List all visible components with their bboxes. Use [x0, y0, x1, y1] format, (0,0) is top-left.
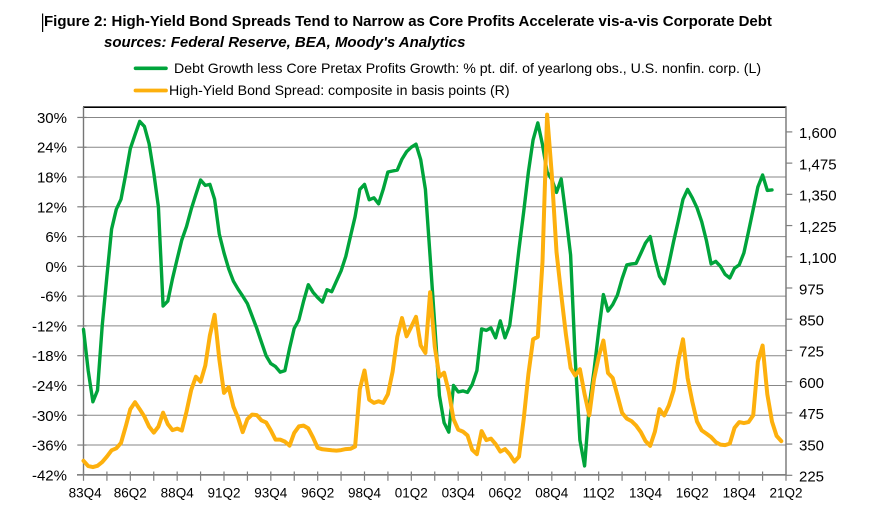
svg-text:1,100: 1,100 [799, 250, 837, 267]
svg-text:0%: 0% [45, 259, 67, 276]
svg-text:Debt Growth less Core Pretax P: Debt Growth less Core Pretax Profits Gro… [174, 60, 761, 76]
svg-text:06Q2: 06Q2 [488, 486, 521, 501]
svg-text:01Q2: 01Q2 [395, 486, 428, 501]
svg-text:1,350: 1,350 [799, 188, 837, 205]
svg-text:30%: 30% [37, 110, 67, 127]
svg-text:13Q4: 13Q4 [629, 486, 663, 501]
svg-text:18Q4: 18Q4 [723, 486, 757, 501]
svg-text:225: 225 [799, 469, 824, 486]
svg-text:725: 725 [799, 344, 824, 361]
svg-text:91Q2: 91Q2 [207, 486, 240, 501]
svg-text:21Q2: 21Q2 [769, 486, 802, 501]
svg-text:-18%: -18% [32, 348, 67, 365]
svg-text:12%: 12% [37, 199, 67, 216]
svg-text:1,600: 1,600 [799, 125, 837, 142]
svg-text:88Q4: 88Q4 [161, 486, 195, 501]
svg-text:6%: 6% [45, 229, 67, 246]
svg-text:93Q4: 93Q4 [254, 486, 288, 501]
svg-text:-36%: -36% [32, 438, 67, 455]
svg-text:96Q2: 96Q2 [301, 486, 334, 501]
svg-text:850: 850 [799, 313, 824, 330]
svg-text:83Q4: 83Q4 [69, 486, 103, 501]
svg-text:-12%: -12% [32, 318, 67, 335]
svg-text:1,475: 1,475 [799, 156, 837, 173]
svg-text:11Q2: 11Q2 [583, 486, 615, 501]
svg-text:-6%: -6% [40, 289, 67, 306]
svg-text:24%: 24% [37, 140, 67, 157]
svg-text:600: 600 [799, 375, 824, 392]
svg-text:1,225: 1,225 [799, 219, 837, 236]
svg-text:475: 475 [799, 406, 824, 423]
svg-text:High-Yield Bond Spread: compos: High-Yield Bond Spread: composite in bas… [169, 82, 510, 98]
svg-text:-24%: -24% [32, 378, 67, 395]
svg-text:86Q2: 86Q2 [114, 486, 147, 501]
svg-text:sources: Federal Reserve, BEA,: sources: Federal Reserve, BEA, Moody's A… [104, 34, 465, 51]
svg-text:18%: 18% [37, 170, 67, 187]
svg-text:-30%: -30% [32, 408, 67, 425]
svg-text:350: 350 [799, 437, 824, 454]
svg-text:98Q4: 98Q4 [348, 486, 382, 501]
svg-text:08Q4: 08Q4 [535, 486, 569, 501]
svg-text:-42%: -42% [32, 467, 67, 484]
svg-text:03Q4: 03Q4 [442, 486, 476, 501]
svg-text:16Q2: 16Q2 [676, 486, 709, 501]
svg-text:975: 975 [799, 281, 824, 298]
svg-text:Figure 2: High-Yield Bond Spre: Figure 2: High-Yield Bond Spreads Tend t… [44, 13, 772, 30]
